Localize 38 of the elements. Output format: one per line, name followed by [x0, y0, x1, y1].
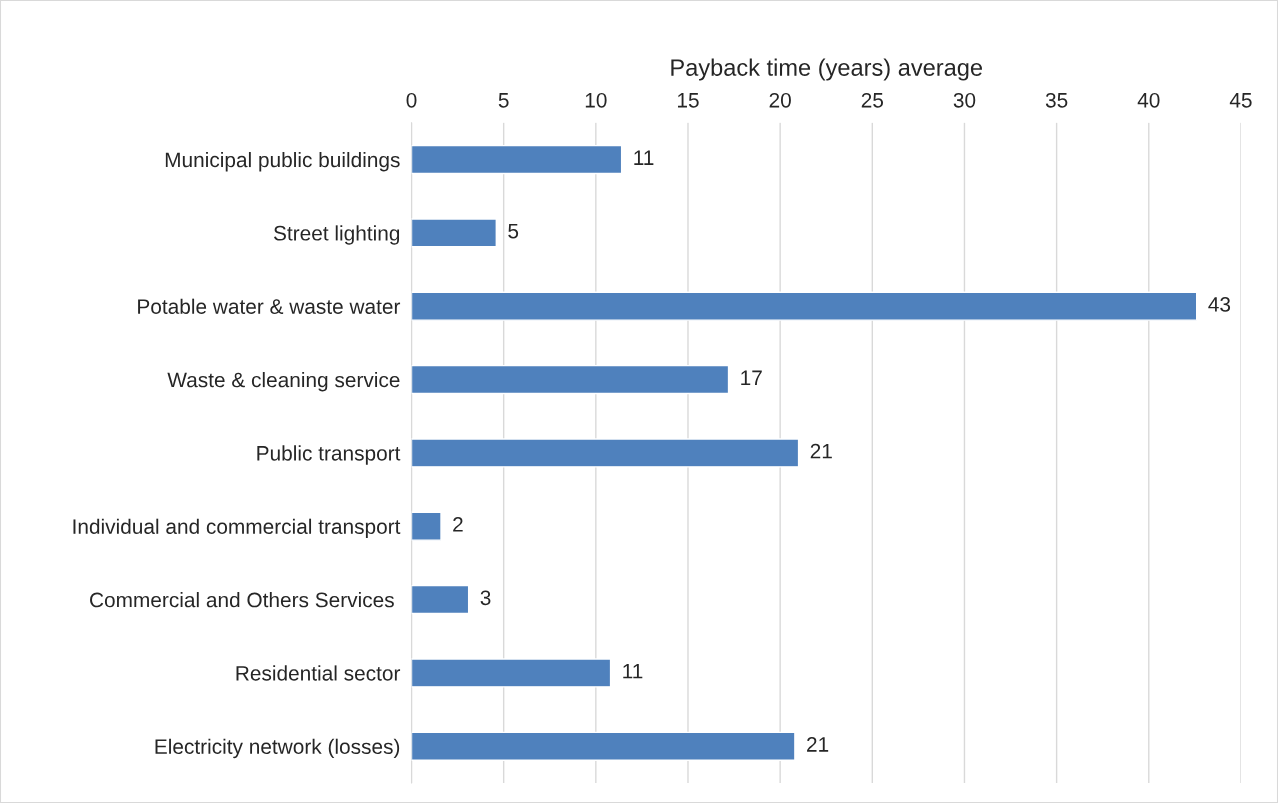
- y-tick-label: Electricity network (losses): [155, 738, 400, 759]
- y-tick-label: Individual and commercial transport: [73, 518, 401, 539]
- data-label: 21: [810, 443, 832, 459]
- bar: [411, 584, 470, 615]
- x-tick-label: 10: [585, 92, 607, 108]
- data-label: 11: [623, 663, 643, 679]
- y-tick-label: Street lighting: [273, 225, 400, 245]
- data-label: 5: [508, 223, 519, 239]
- bar: [411, 438, 800, 468]
- bar: [411, 144, 623, 175]
- data-label: 21: [807, 737, 829, 752]
- x-tick-label: 30: [953, 92, 976, 108]
- x-axis-title: Payback time (years) average: [671, 58, 982, 81]
- y-tick-label: Public transport: [257, 445, 401, 465]
- data-label: 2: [453, 517, 463, 532]
- bar: [411, 364, 730, 395]
- bar: [411, 731, 796, 761]
- x-tick-label: 40: [1137, 92, 1160, 108]
- data-label: 3: [480, 590, 491, 606]
- x-tick-label: 5: [498, 93, 509, 108]
- x-tick-label: 20: [769, 92, 791, 108]
- y-tick-label: Potable water & waste water: [138, 298, 401, 314]
- data-label: 43: [1208, 297, 1231, 312]
- y-tick-label: Waste & cleaning service: [167, 372, 400, 392]
- bar: [411, 658, 612, 688]
- y-tick-label: Commercial and Others Services: [90, 592, 394, 608]
- x-tick-label: 25: [861, 92, 884, 108]
- x-tick-label: 0: [406, 92, 417, 108]
- x-tick-label: 15: [677, 93, 699, 108]
- bar: [411, 511, 442, 541]
- bar: [411, 218, 497, 248]
- x-tick-label: 35: [1045, 92, 1068, 108]
- x-tick-label: 45: [1229, 93, 1252, 108]
- bar: [411, 291, 1198, 321]
- y-tick-label: Municipal public buildings: [165, 151, 400, 172]
- y-tick-label: Residential sector: [236, 665, 401, 681]
- data-label: 17: [741, 370, 762, 385]
- data-label: 11: [634, 150, 654, 165]
